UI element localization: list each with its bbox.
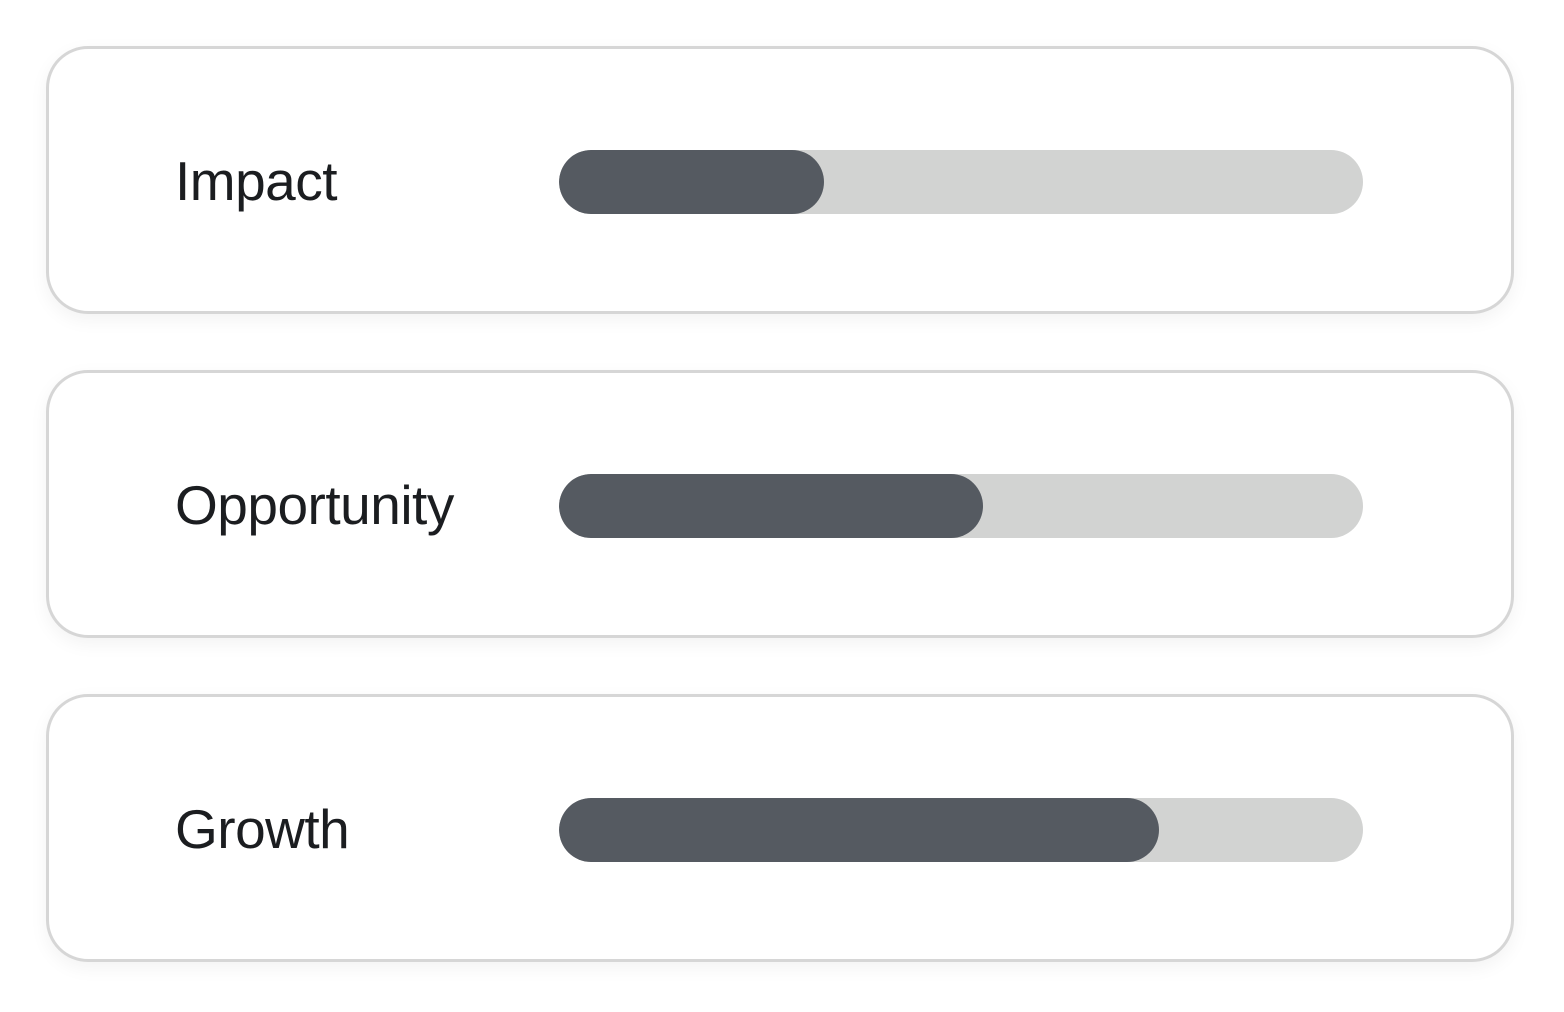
progress-track — [559, 798, 1363, 862]
metric-label: Opportunity — [175, 474, 454, 536]
progress-fill — [559, 474, 983, 538]
progress-track — [559, 474, 1363, 538]
metric-card-growth: Growth — [46, 694, 1514, 962]
metric-card-opportunity: Opportunity — [46, 370, 1514, 638]
metric-card-impact: Impact — [46, 46, 1514, 314]
metric-label: Impact — [175, 150, 338, 212]
progress-fill — [559, 798, 1159, 862]
metric-label: Growth — [175, 798, 350, 860]
progress-track — [559, 150, 1363, 214]
progress-fill — [559, 150, 825, 214]
